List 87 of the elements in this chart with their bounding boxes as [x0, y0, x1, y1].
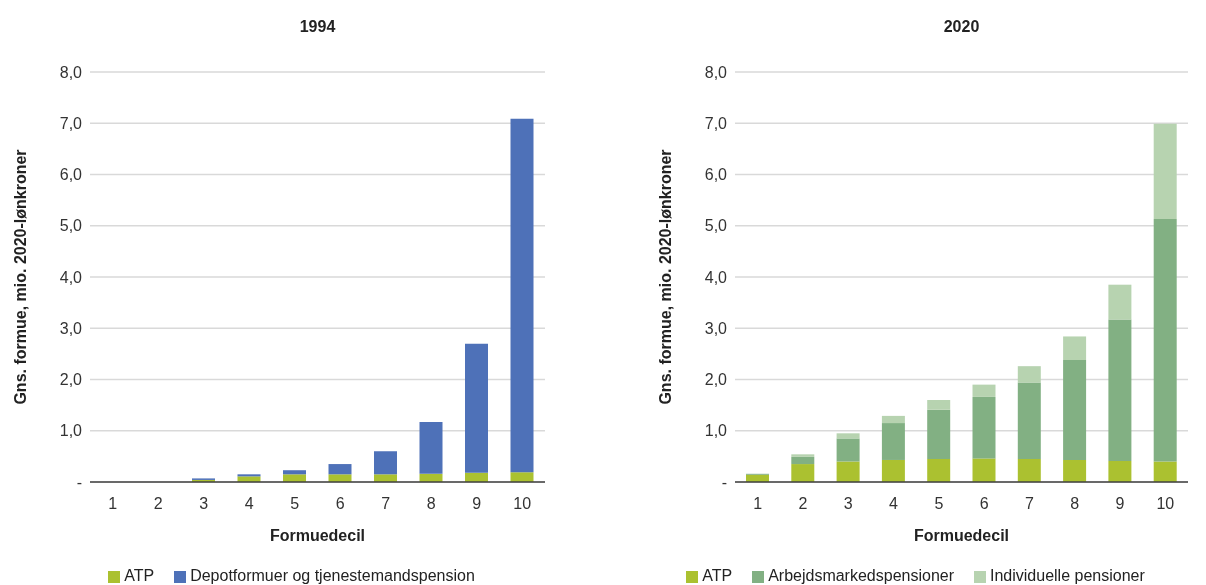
y-tick-label: 7,0: [59, 114, 83, 132]
bar: [419, 422, 443, 474]
bar: [510, 472, 534, 482]
x-tick-label: 8: [426, 495, 436, 513]
bar: [1063, 459, 1087, 482]
x-axis-title: Formuedecil: [269, 527, 366, 545]
bar: [1108, 460, 1132, 482]
legend-label: ATP: [124, 567, 155, 584]
bar: [881, 423, 905, 460]
x-tick-label: 8: [1070, 495, 1080, 513]
y-tick-label: 4,0: [704, 268, 728, 286]
y-tick-label: 5,0: [704, 217, 728, 235]
x-tick-label: 6: [335, 495, 345, 513]
y-tick-label: 6,0: [704, 166, 728, 184]
bar: [927, 400, 951, 410]
bar: [836, 461, 860, 482]
bar: [881, 415, 905, 424]
bar: [1153, 219, 1177, 462]
bar: [1108, 284, 1132, 320]
y-tick-label: 1,0: [704, 422, 728, 440]
legend-label: Depotformuer og tjenestemandspension: [190, 567, 475, 584]
bar: [927, 409, 951, 459]
y-tick-label: 3,0: [704, 319, 728, 337]
bar: [881, 459, 905, 482]
bar: [374, 451, 397, 475]
bar: [791, 454, 815, 457]
x-tick-label: 3: [199, 495, 209, 513]
y-axis-title: Gns. formue, mio. 2020-lønkroner: [656, 149, 674, 405]
y-tick-label: 7,0: [704, 114, 728, 132]
bar: [237, 474, 261, 477]
bar: [328, 464, 352, 475]
x-tick-label: 9: [1115, 495, 1125, 513]
bar: [1153, 461, 1177, 482]
y-tick-label: 2,0: [59, 371, 83, 389]
bar: [836, 433, 860, 439]
bar: [972, 458, 996, 482]
x-tick-label: 5: [290, 495, 300, 513]
bar: [1063, 360, 1087, 460]
y-tick-label: 3,0: [59, 319, 83, 337]
legend-label: Arbejdsmarkedspensioner: [768, 567, 955, 584]
legend-label: Individuelle pensioner: [990, 567, 1145, 584]
bar: [1017, 382, 1041, 459]
y-tick-label: -: [721, 473, 727, 491]
bar: [791, 464, 815, 482]
y-tick-label: 1,0: [59, 422, 83, 440]
bar: [836, 438, 860, 462]
x-tick-label: 7: [381, 495, 391, 513]
bar: [972, 384, 996, 397]
x-tick-label: 6: [979, 495, 989, 513]
x-tick-label: 4: [244, 495, 254, 513]
y-tick-label: 8,0: [704, 63, 728, 81]
x-tick-label: 5: [934, 495, 944, 513]
x-tick-label: 7: [1025, 495, 1034, 513]
x-tick-label: 1: [108, 495, 118, 513]
bar: [1017, 458, 1041, 482]
bar: [510, 118, 534, 473]
y-tick-label: 8,0: [59, 63, 83, 81]
x-tick-label: 9: [472, 495, 482, 513]
x-tick-label: 4: [889, 495, 899, 513]
x-tick-label: 3: [843, 495, 853, 513]
bar: [283, 470, 306, 475]
legend-label: ATP: [702, 567, 733, 584]
x-tick-label: 1: [753, 495, 763, 513]
y-tick-label: 5,0: [59, 217, 83, 235]
x-tick-label: 2: [153, 495, 163, 513]
bar: [1063, 336, 1087, 361]
bar: [1017, 366, 1041, 383]
bar: [791, 456, 815, 465]
x-axis-title: Formuedecil: [913, 527, 1010, 545]
bar: [1153, 123, 1177, 220]
bar: [465, 343, 488, 473]
chart-title: 2020: [942, 18, 981, 36]
bar: [927, 458, 951, 482]
bar: [374, 474, 397, 482]
y-tick-label: -: [76, 473, 82, 491]
x-tick-label: 10: [1156, 495, 1175, 513]
y-tick-label: 6,0: [59, 166, 83, 184]
bar: [328, 474, 352, 482]
bar: [972, 396, 996, 459]
y-tick-label: 2,0: [704, 371, 728, 389]
y-axis-title: Gns. formue, mio. 2020-lønkroner: [11, 149, 29, 405]
bar: [283, 474, 306, 482]
x-tick-label: 2: [798, 495, 808, 513]
chart-title: 1994: [298, 18, 337, 36]
x-tick-label: 10: [513, 495, 532, 513]
bar: [1108, 319, 1132, 461]
y-tick-label: 4,0: [59, 268, 83, 286]
